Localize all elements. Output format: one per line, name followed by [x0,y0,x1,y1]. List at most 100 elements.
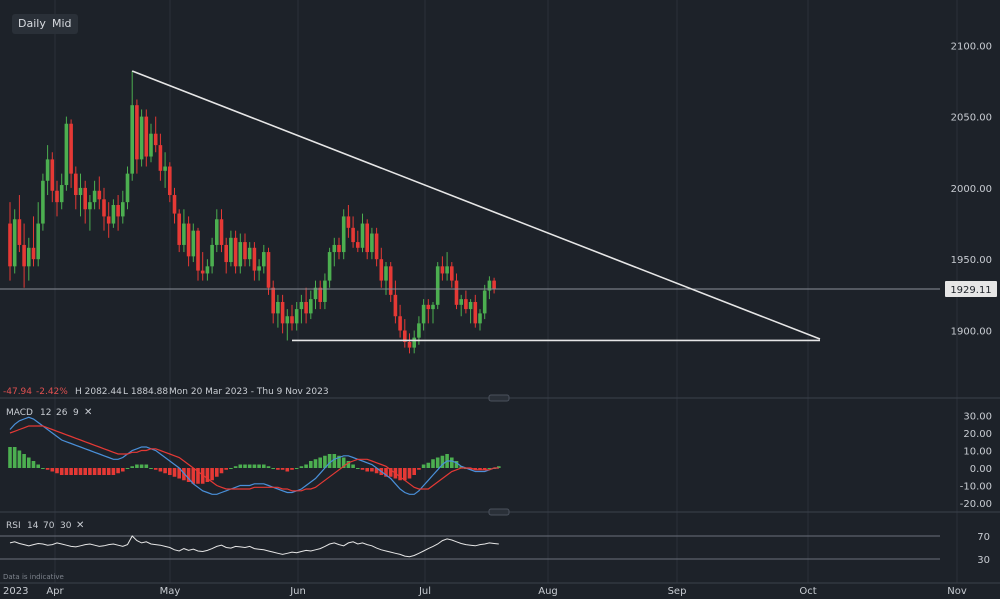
macd-histogram-bar-92 [440,455,445,468]
candle-body-95 [454,280,459,305]
x-tick-jul: Jul [418,586,431,597]
macd-histogram-bar-22 [111,468,116,475]
macd-histogram-bar-56 [271,468,275,469]
macd-histogram-bar-81 [388,468,393,477]
macd-histogram-bar-69 [332,454,337,468]
rsi-close-icon[interactable]: ✕ [76,520,84,531]
candle-body-33 [163,166,167,171]
axes: 1900.00 1950.00 2000.00 2050.00 2100.00 2023 A… [3,41,992,597]
pane-resize-handle-top[interactable] [488,394,510,402]
candles [8,70,496,354]
macd-histogram-bar-3 [22,454,26,468]
labels: -47.94 -2.42% H 2082.44 L 1884.88 Mon 20… [3,387,329,581]
macd-histogram-bar-87 [417,468,421,470]
macd-histogram-bar-76 [365,468,369,472]
macd-histogram-bar-78 [374,468,379,474]
timeframe-button[interactable]: Daily [12,14,52,34]
rsi-line [9,535,499,558]
macd-histogram-bar-101 [482,468,487,470]
candle-body-51 [247,247,252,260]
high-value: H 2082.44 [75,387,122,397]
macd-histogram-bar-89 [426,462,431,468]
macd-close-icon[interactable]: ✕ [84,407,92,418]
candle-body-72 [346,216,351,228]
macd-histogram-bar-104 [497,466,501,468]
macd-histogram-bar-5 [31,461,36,468]
macd-histogram-bar-51 [247,464,252,468]
pane-resize-handle-bottom[interactable] [488,508,510,516]
candle-body-78 [374,233,379,260]
macd-histogram-bar-53 [257,464,261,468]
macd-histogram-bar-30 [149,468,153,469]
price-type-button[interactable]: Mid [46,14,78,34]
macd-histogram-bar-72 [346,461,351,468]
candle-body-3 [22,244,26,267]
macd-histogram-bar-49 [238,464,243,468]
candle-body-56 [271,287,275,314]
x-tick-nov: Nov [947,586,967,597]
macd-label: MACD [6,408,33,418]
candle-body-98 [468,301,473,310]
candle-body-52 [252,247,257,271]
macd-histogram-bar-100 [478,468,482,470]
macd-histogram-bar-96 [459,466,463,468]
candle-body-103 [492,280,496,290]
rsi-param-upper: 70 [43,521,55,531]
candle-body-40 [196,230,200,271]
x-tick-jun: Jun [289,586,306,597]
candle-body-26 [130,105,134,174]
price-tick-1900: 1900.00 [951,327,992,338]
candle-body-54 [262,252,266,267]
macd-histogram-bar-27 [135,464,139,468]
macd-histogram-bar-34 [168,468,172,475]
candle-body-28 [139,116,144,160]
candle-body-87 [417,323,421,338]
macd-histogram-bar-66 [318,457,322,468]
x-tick-oct: Oct [799,586,816,597]
macd-histogram-bar-94 [450,457,454,468]
candle-body-66 [318,287,322,302]
candle-body-34 [168,166,172,196]
macd-pane [8,416,501,495]
candle-body-14 [74,173,78,196]
macd-histogram-bar-28 [139,464,144,468]
candle-body-23 [116,205,120,217]
macd-histogram-bar-73 [351,464,355,468]
macd-histogram-bar-38 [186,468,191,482]
date-range: Mon 20 Mar 2023 - Thu 9 Nov 2023 [169,387,329,397]
macd-histogram-bar-74 [356,468,360,469]
candle-body-83 [398,316,402,331]
low-value: L 1884.88 [123,387,168,397]
macd-histogram-bar-16 [83,468,87,475]
macd-param-signal: 9 [73,408,79,418]
macd-histogram-bar-8 [45,468,50,470]
price-tick-1950: 1950.00 [951,255,992,266]
macd-histogram-bar-32 [158,468,163,472]
candle-body-86 [412,337,416,348]
macd-histogram-bar-19 [97,468,102,475]
macd-histogram-bar-44 [215,468,219,477]
candle-body-80 [384,266,388,281]
macd-histogram-bar-47 [229,468,233,469]
candle-body-94 [450,266,454,281]
rsi-label: RSI [6,521,21,531]
candle-body-62 [299,301,304,310]
candle-body-16 [83,187,87,210]
macd-histogram-bar-88 [421,464,426,468]
macd-param-slow: 26 [56,408,68,418]
candle-body-22 [111,205,116,224]
candle-body-31 [153,133,158,146]
candle-body-25 [125,173,130,203]
price-tick-2050: 2050.00 [951,113,992,124]
macd-histogram-bar-15 [78,468,83,475]
macd-histogram-bar-42 [205,468,210,482]
candle-body-12 [64,123,69,186]
macd-line [9,416,499,495]
macd-histogram-bar-85 [407,468,412,479]
macd-histogram-bar-21 [106,468,111,475]
candle-body-59 [285,316,290,324]
candle-body-4 [27,247,31,267]
macd-histogram-bar-80 [384,468,388,477]
macd-histogram-bar-35 [172,468,177,477]
candle-body-15 [78,187,83,196]
